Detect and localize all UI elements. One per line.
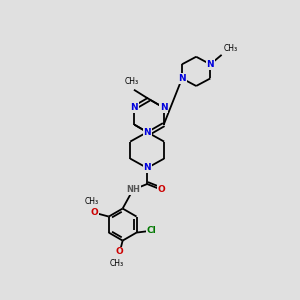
Text: N: N <box>143 128 151 137</box>
Text: CH₃: CH₃ <box>85 197 99 206</box>
Text: NH: NH <box>126 185 140 194</box>
Text: N: N <box>160 103 167 112</box>
Text: N: N <box>206 60 214 69</box>
Text: O: O <box>158 185 165 194</box>
Text: O: O <box>91 208 98 217</box>
Text: N: N <box>143 164 151 172</box>
Text: CH₃: CH₃ <box>224 44 238 53</box>
Text: CH₃: CH₃ <box>110 259 124 268</box>
Text: O: O <box>116 248 124 256</box>
Text: N: N <box>178 74 186 83</box>
Text: Cl: Cl <box>147 226 157 235</box>
Text: N: N <box>130 103 138 112</box>
Text: CH₃: CH₃ <box>125 77 139 86</box>
